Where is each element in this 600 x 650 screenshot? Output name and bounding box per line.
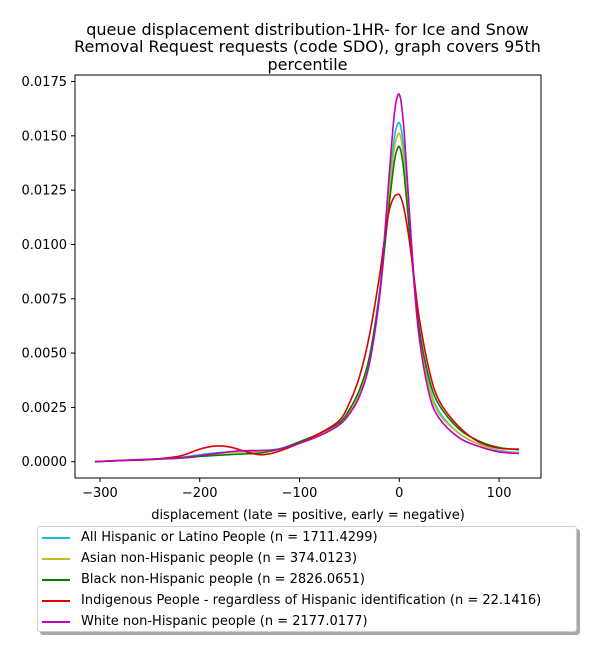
legend-swatch xyxy=(42,536,70,539)
y-tick-label: 0.0125 xyxy=(22,184,68,199)
x-tick-label: 100 xyxy=(487,486,512,501)
series-line-3 xyxy=(94,193,520,463)
x-tick-label: −100 xyxy=(282,486,318,501)
y-tick-label: 0.0100 xyxy=(22,238,68,253)
plot-frame xyxy=(74,74,542,479)
legend-label: Black non-Hispanic people (n = 2826.0651… xyxy=(81,572,365,587)
chart-title-line: percentile xyxy=(267,55,348,74)
legend-label: Indigenous People - regardless of Hispan… xyxy=(81,593,542,608)
legend-swatch xyxy=(42,578,70,581)
y-tick-label: 0.0050 xyxy=(22,347,68,362)
legend-item: Asian non-Hispanic people (n = 374.0123) xyxy=(42,548,357,569)
chart-title-line: queue displacement distribution-1HR- for… xyxy=(86,20,529,39)
series-layer xyxy=(94,93,520,463)
x-tick-label: −300 xyxy=(82,486,118,501)
legend-swatch xyxy=(42,620,70,623)
x-tick-label: 0 xyxy=(395,486,403,501)
x-axis-label: displacement (late = positive, early = n… xyxy=(151,508,465,523)
legend-swatch xyxy=(42,557,70,560)
series-line-2 xyxy=(94,145,520,463)
legend-item: White non-Hispanic people (n = 2177.0177… xyxy=(42,611,368,632)
legend-item: All Hispanic or Latino People (n = 1711.… xyxy=(42,527,378,548)
series-line-1 xyxy=(94,132,520,463)
legend-item: Indigenous People - regardless of Hispan… xyxy=(42,590,541,611)
chart-title-line: Removal Request requests (code SDO), gra… xyxy=(74,37,541,56)
legend-label: All Hispanic or Latino People (n = 1711.… xyxy=(81,530,378,545)
y-tick-label: 0.0150 xyxy=(22,129,68,144)
legend-label: White non-Hispanic people (n = 2177.0177… xyxy=(81,614,368,629)
axis-layer: −300 −200 −100 0 100 0.0000 0.0025 0.0050 0.0075… xyxy=(22,75,512,501)
y-tick-label: 0.0000 xyxy=(22,455,68,470)
legend-swatch xyxy=(42,599,70,602)
y-tick-label: 0.0025 xyxy=(22,401,68,416)
y-tick-label: 0.0075 xyxy=(22,292,68,307)
legend: All Hispanic or Latino People (n = 1711.… xyxy=(37,526,577,632)
series-line-0 xyxy=(94,121,520,463)
legend-label: Asian non-Hispanic people (n = 374.0123) xyxy=(81,551,358,566)
legend-item: Black non-Hispanic people (n = 2826.0651… xyxy=(42,569,365,590)
x-tick-label: −200 xyxy=(182,486,218,501)
y-tick-label: 0.0175 xyxy=(22,75,68,90)
series-line-4 xyxy=(94,93,520,463)
